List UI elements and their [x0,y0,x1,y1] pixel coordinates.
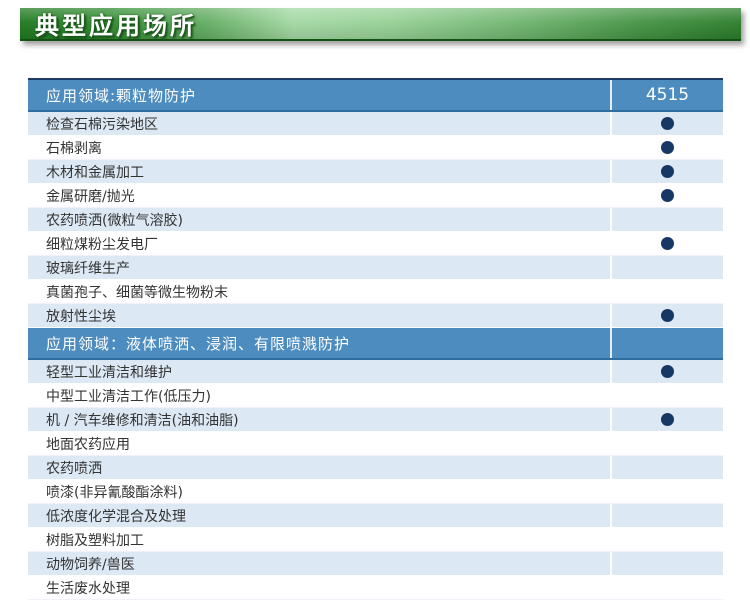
section-header-row: 应用领域：液体喷洒、浸润、有限喷溅防护 [28,328,723,360]
row-label: 动物饲养/兽医 [46,556,135,573]
row-label: 生活废水处理 [46,580,130,597]
row-value-cell [610,360,723,383]
row-value-cell [610,528,723,551]
row-label: 检查石棉污染地区 [46,116,158,133]
row-label: 真菌孢子、细菌等微生物粉末 [46,284,228,301]
row-value-cell [610,136,723,159]
applicable-dot-icon [661,413,674,426]
row-value-cell [610,432,723,455]
row-label: 地面农药应用 [46,436,130,453]
applicable-dot-icon [661,365,674,378]
product-column-header: 4515 [610,80,723,110]
table-row: 放射性尘埃 [28,304,723,328]
row-label: 低浓度化学混合及处理 [46,508,186,525]
row-value-cell [610,160,723,183]
table-row: 喷漆(非异氰酸酯涂料) [28,480,723,504]
table-row: 动物饲养/兽医 [28,552,723,576]
table-row: 木材和金属加工 [28,160,723,184]
table-row: 轻型工业清洁和维护 [28,360,723,384]
row-value-cell [610,280,723,303]
row-value-cell [610,208,723,231]
row-label: 农药喷洒(微粒气溶胶) [46,212,183,229]
applicable-dot-icon [661,165,674,178]
table-row: 中型工业清洁工作(低压力) [28,384,723,408]
product-column-header [610,328,723,358]
applicable-dot-icon [661,189,674,202]
row-label: 机 / 汽车维修和清洁(油和油脂) [46,412,239,429]
table-row: 细粒煤粉尘发电厂 [28,232,723,256]
applicable-dot-icon [661,117,674,130]
row-value-cell [610,552,723,575]
section-header-label: 应用领域:颗粒物防护 [46,86,197,105]
table-row: 地面农药应用 [28,432,723,456]
row-label: 玻璃纤维生产 [46,260,130,277]
row-value-cell [610,456,723,479]
table-row: 真菌孢子、细菌等微生物粉末 [28,280,723,304]
row-label: 轻型工业清洁和维护 [46,364,172,381]
row-label: 金属研磨/抛光 [46,188,135,205]
row-label: 细粒煤粉尘发电厂 [46,236,158,253]
row-label: 中型工业清洁工作(低压力) [46,388,211,405]
table-row: 检查石棉污染地区 [28,112,723,136]
application-table: 应用领域:颗粒物防护 4515 检查石棉污染地区 石棉剥离 木材和金属加工 金属… [28,78,723,600]
row-value-cell [610,504,723,527]
row-value-cell [610,112,723,135]
row-label: 木材和金属加工 [46,164,144,181]
applicable-dot-icon [661,309,674,322]
section-title-banner: 典型应用场所 [20,8,741,41]
row-value-cell [610,232,723,255]
row-value-cell [610,408,723,431]
applicable-dot-icon [661,141,674,154]
row-value-cell [610,480,723,503]
table-row: 低浓度化学混合及处理 [28,504,723,528]
banner-title: 典型应用场所 [35,12,197,40]
applicable-dot-icon [661,237,674,250]
section-header-row: 应用领域:颗粒物防护 4515 [28,80,723,112]
row-label: 放射性尘埃 [46,308,116,325]
table-row: 机 / 汽车维修和清洁(油和油脂) [28,408,723,432]
row-value-cell [610,304,723,327]
row-value-cell [610,184,723,207]
row-label: 树脂及塑料加工 [46,532,144,549]
table-row: 玻璃纤维生产 [28,256,723,280]
table-row: 石棉剥离 [28,136,723,160]
row-label: 喷漆(非异氰酸酯涂料) [46,484,183,501]
row-value-cell [610,576,723,599]
row-label: 石棉剥离 [46,140,102,157]
table-row: 树脂及塑料加工 [28,528,723,552]
table-row: 农药喷洒 [28,456,723,480]
table-row: 金属研磨/抛光 [28,184,723,208]
table-row: 生活废水处理 [28,576,723,600]
row-value-cell [610,256,723,279]
row-label: 农药喷洒 [46,460,102,477]
table-row: 农药喷洒(微粒气溶胶) [28,208,723,232]
row-value-cell [610,384,723,407]
section-header-label: 应用领域：液体喷洒、浸润、有限喷溅防护 [46,334,351,353]
